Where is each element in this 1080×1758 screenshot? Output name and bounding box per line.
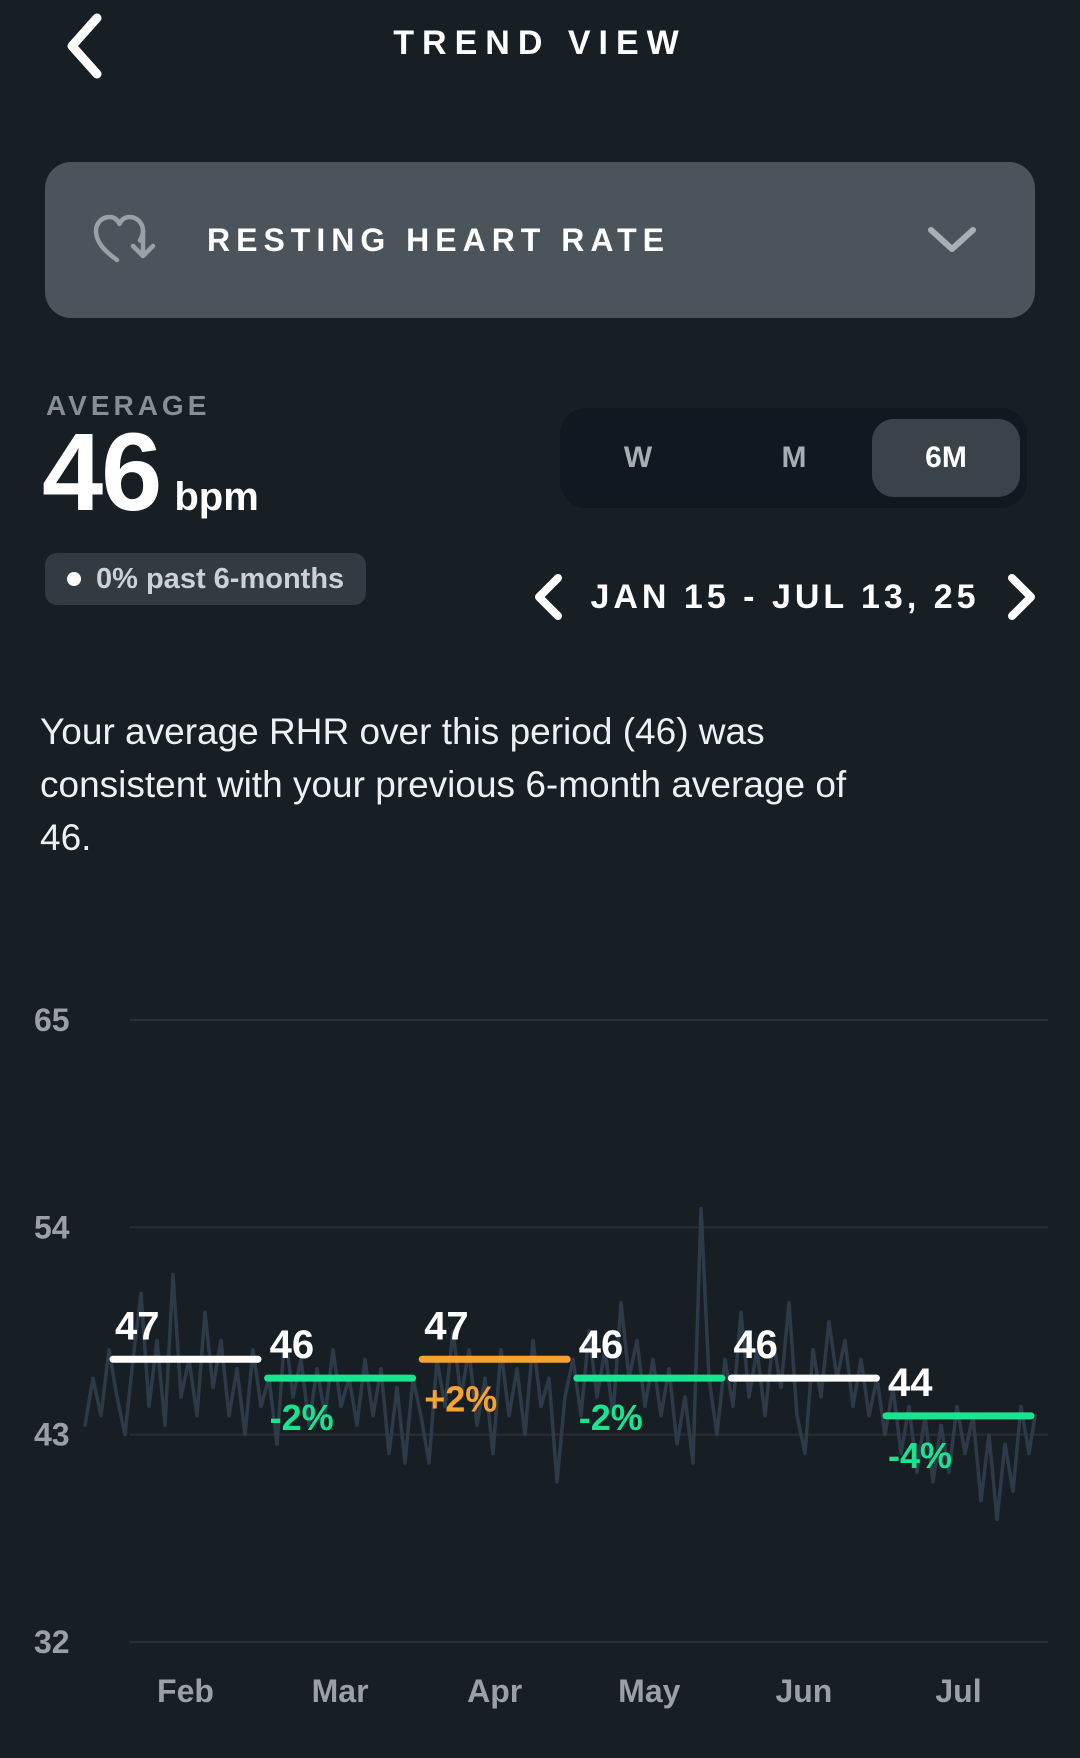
date-navigation: JAN 15 - JUL 13, 25 <box>528 568 1042 626</box>
month-change-percent: +2% <box>424 1378 497 1419</box>
range-tabs: W M 6M <box>560 408 1027 508</box>
trend-dot-icon <box>67 572 81 586</box>
insight-text: Your average RHR over this period (46) w… <box>40 711 847 858</box>
tab-month[interactable]: M <box>716 408 872 508</box>
average-label: AVERAGE <box>46 390 211 421</box>
chevron-right-icon <box>1008 574 1035 620</box>
metric-label: RESTING HEART RATE <box>207 221 670 258</box>
date-range-label: JAN 15 - JUL 13, 25 <box>590 577 980 616</box>
x-axis-month-label: Jun <box>775 1673 832 1709</box>
chevron-down-icon <box>927 226 977 254</box>
trend-change-badge: 0% past 6-months <box>45 553 367 605</box>
chevron-left-icon <box>67 13 102 79</box>
month-change-percent: -2% <box>270 1397 334 1438</box>
month-average-value: 44 <box>888 1361 933 1405</box>
page-title: TREND VIEW <box>393 24 687 62</box>
x-axis-month-label: May <box>618 1673 680 1709</box>
daily-rhr-line <box>83 1206 1037 1522</box>
month-average-value: 47 <box>115 1304 160 1348</box>
month-average-value: 46 <box>579 1323 624 1367</box>
x-axis-month-label: Mar <box>312 1673 369 1709</box>
y-tick-label: 43 <box>34 1417 70 1453</box>
prev-period-button[interactable] <box>528 572 568 622</box>
month-average-value: 46 <box>270 1323 315 1367</box>
x-axis-month-label: Feb <box>157 1673 214 1709</box>
average-unit: bpm <box>174 475 259 519</box>
metric-selector-dropdown[interactable]: RESTING HEART RATE <box>45 162 1035 318</box>
average-value: 46 <box>42 411 162 534</box>
y-tick-label: 54 <box>34 1209 70 1245</box>
heart-rate-trend-icon <box>91 212 163 268</box>
y-tick-label: 65 <box>34 1002 70 1038</box>
month-average-value: 46 <box>733 1323 778 1367</box>
trend-change-text: 0% past 6-months <box>96 562 345 595</box>
month-change-percent: -4% <box>888 1435 952 1476</box>
y-tick-label: 32 <box>34 1624 70 1660</box>
tab-week[interactable]: W <box>560 408 716 508</box>
x-axis-month-label: Jul <box>935 1673 981 1709</box>
month-change-percent: -2% <box>579 1397 643 1438</box>
rhr-trend-chart: 65 54 43 32 47 Feb 46 -2% Mar 47 +2% Apr 46 -2% May 46 J… <box>34 1002 1048 1709</box>
chevron-left-icon <box>535 574 562 620</box>
x-axis-month-label: Apr <box>467 1673 522 1709</box>
average-value-row: 46 bpm <box>42 418 259 528</box>
month-average-value: 47 <box>424 1304 469 1348</box>
back-button[interactable] <box>48 8 120 84</box>
next-period-button[interactable] <box>1002 572 1042 622</box>
tab-six-months[interactable]: 6M <box>872 419 1020 497</box>
